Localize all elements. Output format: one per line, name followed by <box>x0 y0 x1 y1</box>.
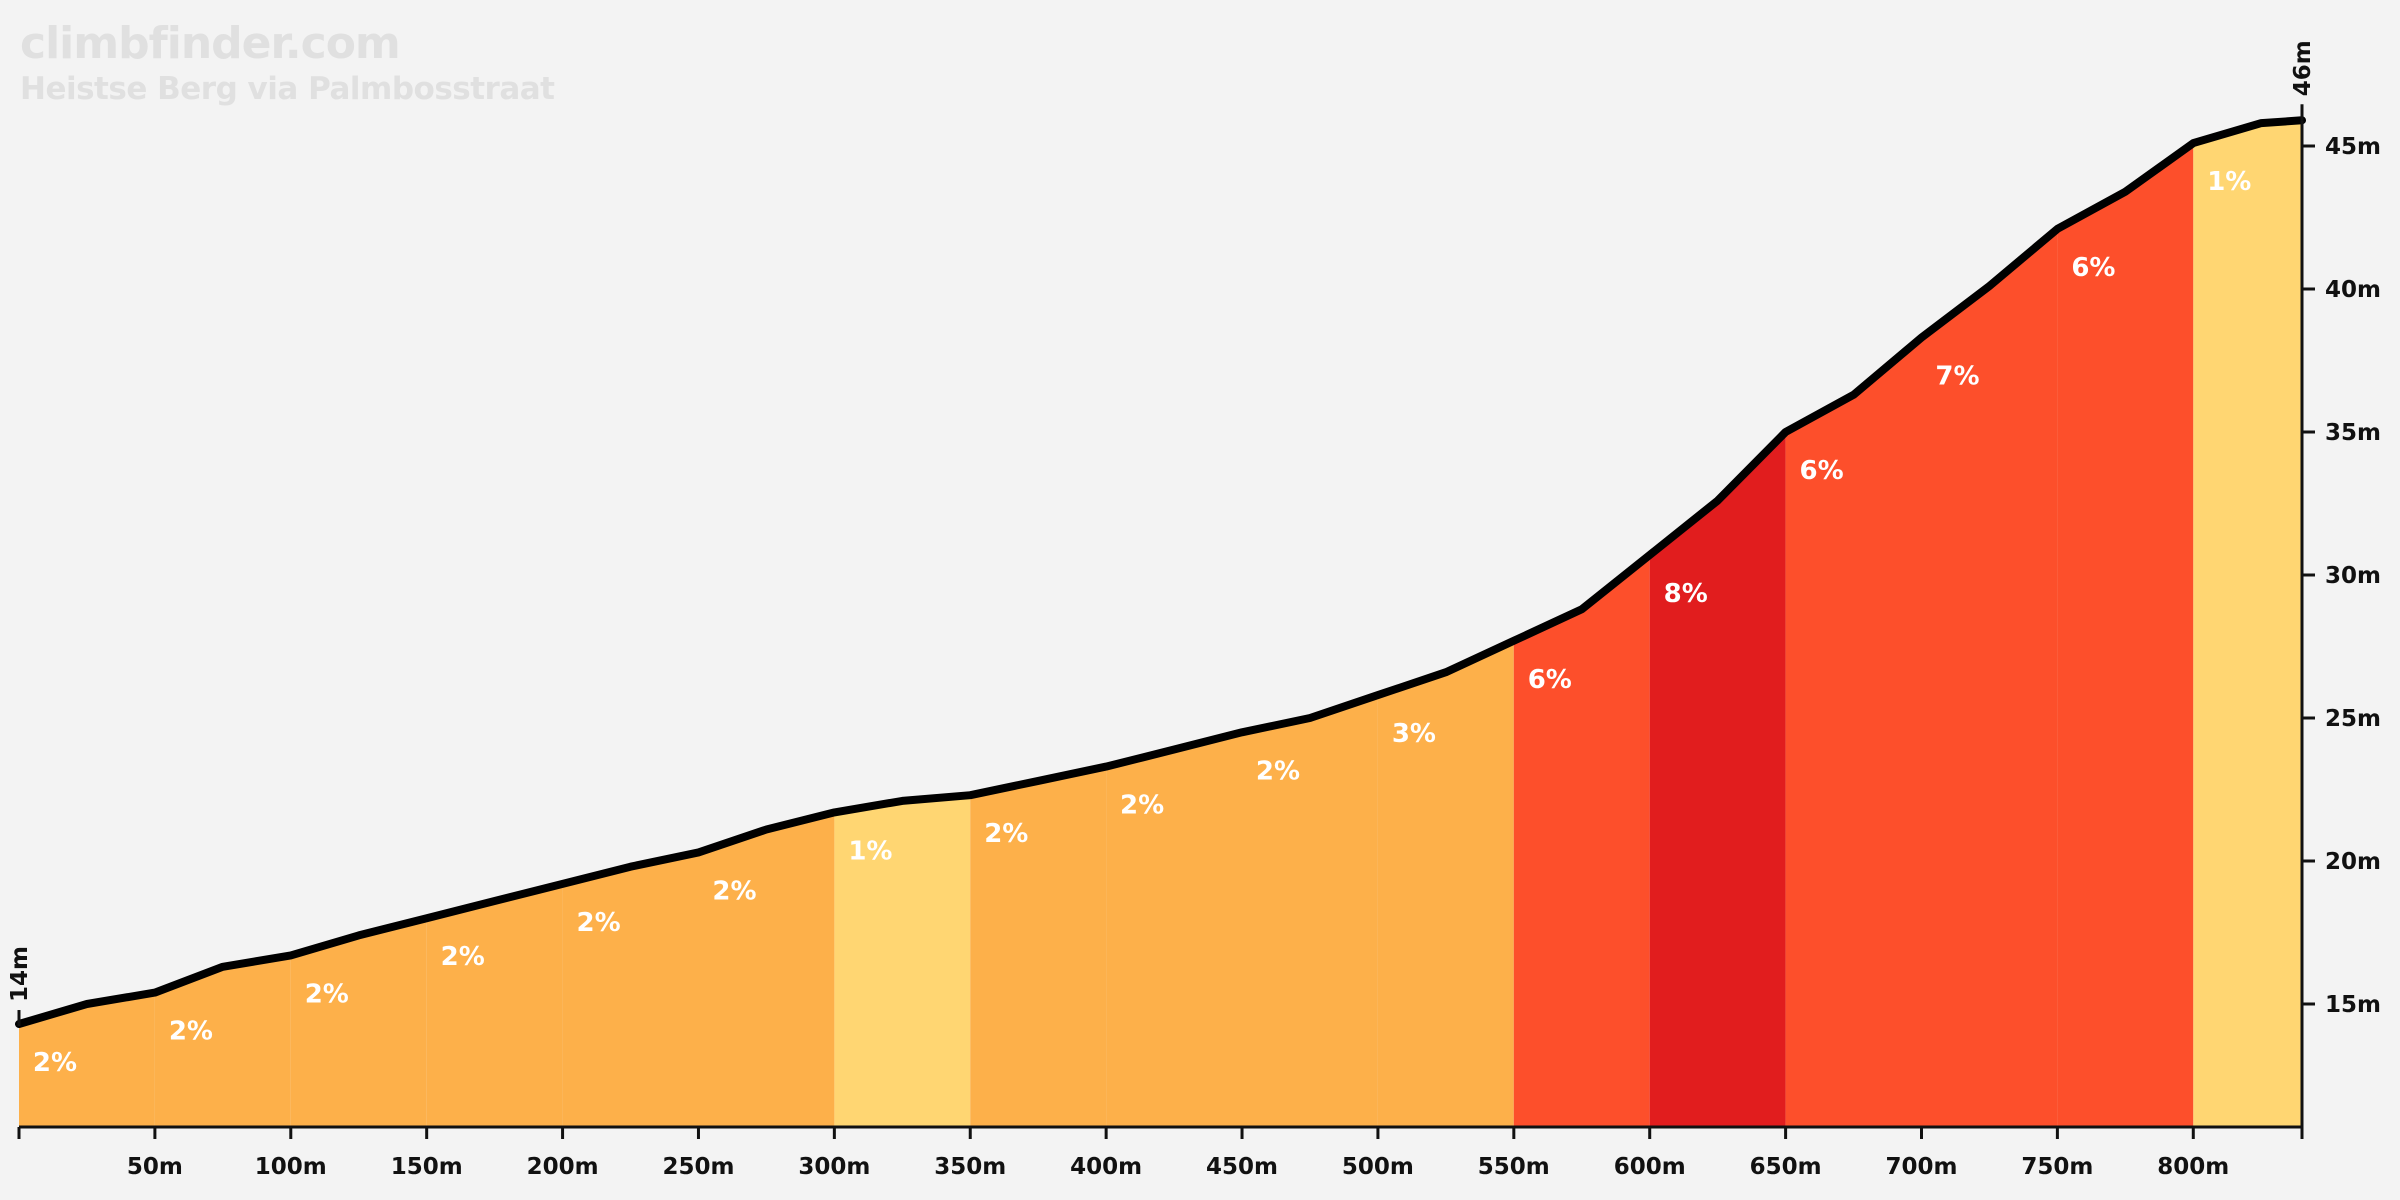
grade-segment-17 <box>2193 120 2302 1128</box>
grade-segment-8 <box>970 766 1107 1127</box>
x-tick-label: 350m <box>934 1154 1006 1180</box>
brand-watermark: climbfinder.com Heistse Berg via Palmbos… <box>20 18 555 108</box>
site-name: climbfinder.com <box>20 18 401 69</box>
x-tick-label: 700m <box>1886 1154 1958 1180</box>
axes: 50m 100m 150m 200m 250m 300m 350m 400m 450m 500m 5… <box>7 40 2381 1180</box>
climb-name: Heistse Berg via Palmbosstraat <box>20 70 555 107</box>
grade-label-7: 1% <box>848 836 892 866</box>
x-tick-label: 100m <box>255 1154 327 1180</box>
grade-segment-9 <box>1106 732 1242 1127</box>
grade-label-12: 6% <box>1528 665 1572 695</box>
x-tick-label: 800m <box>2157 1154 2229 1180</box>
grade-label-8: 2% <box>984 819 1028 849</box>
x-tick-label: 450m <box>1206 1154 1278 1180</box>
grade-segment-1 <box>19 992 155 1127</box>
grade-segment-10 <box>1242 695 1378 1127</box>
x-tick-label: 250m <box>663 1154 735 1180</box>
grade-label-17: 1% <box>2207 167 2251 197</box>
x-tick-label: 150m <box>391 1154 463 1180</box>
y-tick-label: 20m <box>2325 849 2381 875</box>
grade-label-1: 2% <box>33 1048 77 1078</box>
grade-segment-11 <box>1377 640 1514 1127</box>
grade-segment-6 <box>698 812 835 1127</box>
grade-label-15: 7% <box>1935 362 1979 392</box>
grade-label-10: 2% <box>1256 756 1300 786</box>
x-tick-label: 200m <box>527 1154 599 1180</box>
grade-segment-4 <box>426 883 563 1127</box>
grade-segment-5 <box>562 852 699 1127</box>
y-tick-label: 45m <box>2325 134 2381 160</box>
x-tick-label: 600m <box>1614 1154 1686 1180</box>
grade-label-9: 2% <box>1120 791 1164 821</box>
start-elevation-label: 14m <box>7 946 33 1002</box>
x-tick-label: 550m <box>1478 1154 1550 1180</box>
grade-segment-15 <box>1921 228 2058 1127</box>
grade-segment-7 <box>834 795 971 1127</box>
profile-line-group <box>15 116 2306 1028</box>
grade-label-13: 8% <box>1664 579 1708 609</box>
x-tick-label: 650m <box>1750 1154 1822 1180</box>
x-tick-label: 750m <box>2021 1154 2093 1180</box>
x-tick-label: 400m <box>1070 1154 1142 1180</box>
x-tick-label: 50m <box>127 1154 183 1180</box>
grade-segment-13 <box>1649 432 1786 1127</box>
grade-segments <box>19 120 2302 1128</box>
y-tick-label: 35m <box>2325 420 2381 446</box>
grade-labels: 2% 2% 2% 2% 2% 2% 1% 2% 2% 2% 3% 6% 8% 6% 7% 6% 1% <box>33 167 2251 1078</box>
grade-label-4: 2% <box>441 942 485 972</box>
x-tick-label: 300m <box>798 1154 870 1180</box>
x-tick-label: 500m <box>1342 1154 1414 1180</box>
grade-label-2: 2% <box>169 1017 213 1047</box>
profile-line <box>15 116 2306 1028</box>
grade-label-11: 3% <box>1392 719 1436 749</box>
y-tick-label: 25m <box>2325 706 2381 732</box>
end-elevation-label: 46m <box>2290 40 2316 96</box>
grade-label-16: 6% <box>2071 253 2115 283</box>
grade-label-6: 2% <box>712 876 756 906</box>
y-tick-label: 40m <box>2325 277 2381 303</box>
grade-label-5: 2% <box>577 908 621 938</box>
grade-label-14: 6% <box>1800 456 1844 486</box>
grade-segment-2 <box>154 955 291 1127</box>
grade-segment-3 <box>290 918 427 1127</box>
y-tick-label: 30m <box>2325 563 2381 589</box>
y-tick-label: 15m <box>2325 992 2381 1018</box>
grade-segment-14 <box>1785 337 1922 1128</box>
grade-segment-16 <box>2057 143 2194 1128</box>
grade-segment-12 <box>1513 555 1650 1127</box>
grade-label-3: 2% <box>305 979 349 1009</box>
